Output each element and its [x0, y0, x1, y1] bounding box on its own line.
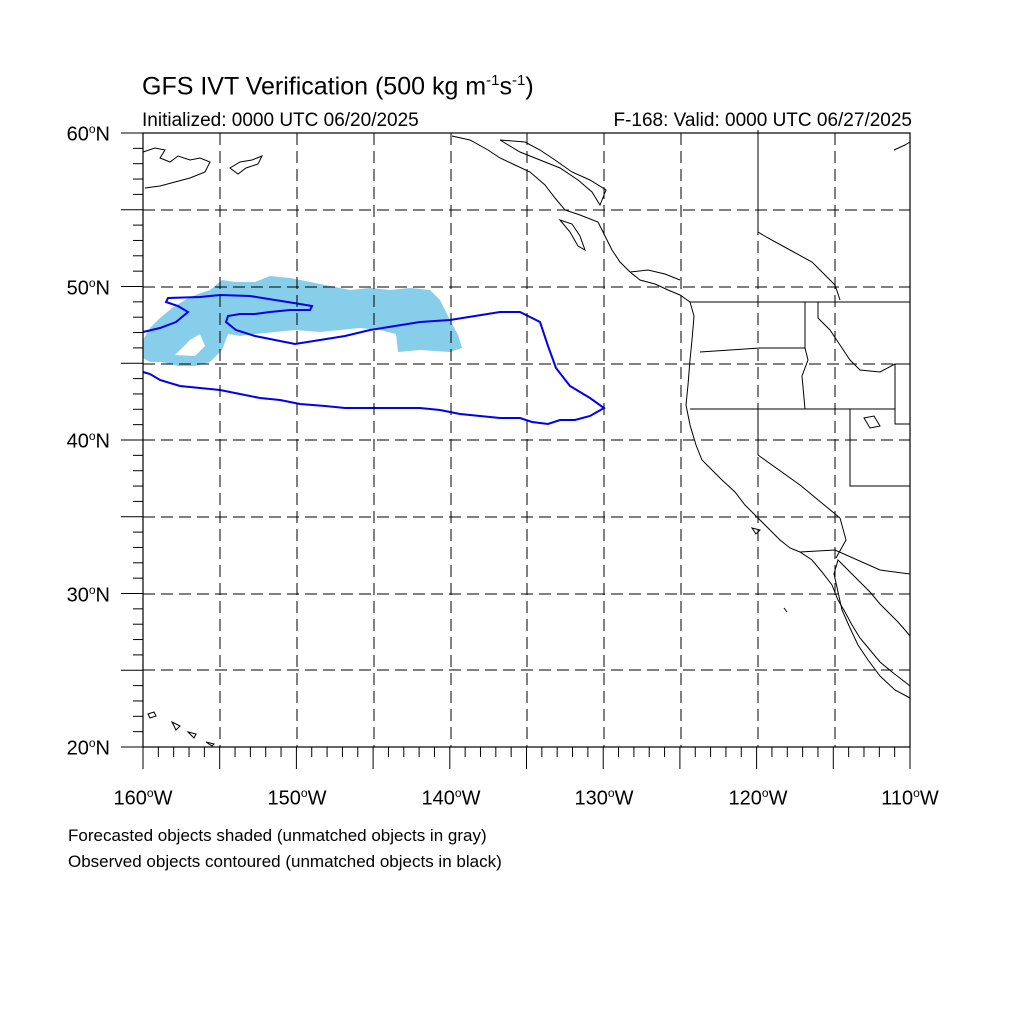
forecast-object-shaded [143, 276, 462, 366]
lat-label-50n: 50oN [66, 276, 110, 300]
lon-label-160w: 160oW [113, 786, 173, 810]
valid-time: F-168: Valid: 0000 UTC 06/27/2025 [613, 110, 912, 131]
legend-observed-note: Observed objects contoured (unmatched ob… [68, 852, 502, 871]
lon-label-110w: 110oW [881, 786, 939, 810]
lat-label-60n: 60oN [66, 122, 110, 146]
lon-label-120w: 120oW [728, 786, 788, 810]
observed-object-contours [142, 293, 606, 426]
coastline [142, 130, 911, 747]
lon-label-140w: 140oW [421, 786, 481, 810]
lat-label-20n: 20oN [66, 736, 110, 760]
legend-forecast-note: Forecasted objects shaded (unmatched obj… [68, 826, 487, 845]
state-borders [690, 301, 911, 575]
lon-label-150w: 150oW [267, 786, 327, 810]
chart-title: GFS IVT Verification (500 kg m-1s-1) [142, 72, 534, 101]
lon-label-130w: 130oW [574, 786, 634, 810]
graticule [143, 133, 910, 747]
lat-label-40n: 40oN [66, 429, 110, 453]
initialized-time: Initialized: 0000 UTC 06/20/2025 [142, 110, 419, 131]
axis-ticks [121, 132, 911, 769]
lat-label-30n: 30oN [66, 583, 110, 607]
